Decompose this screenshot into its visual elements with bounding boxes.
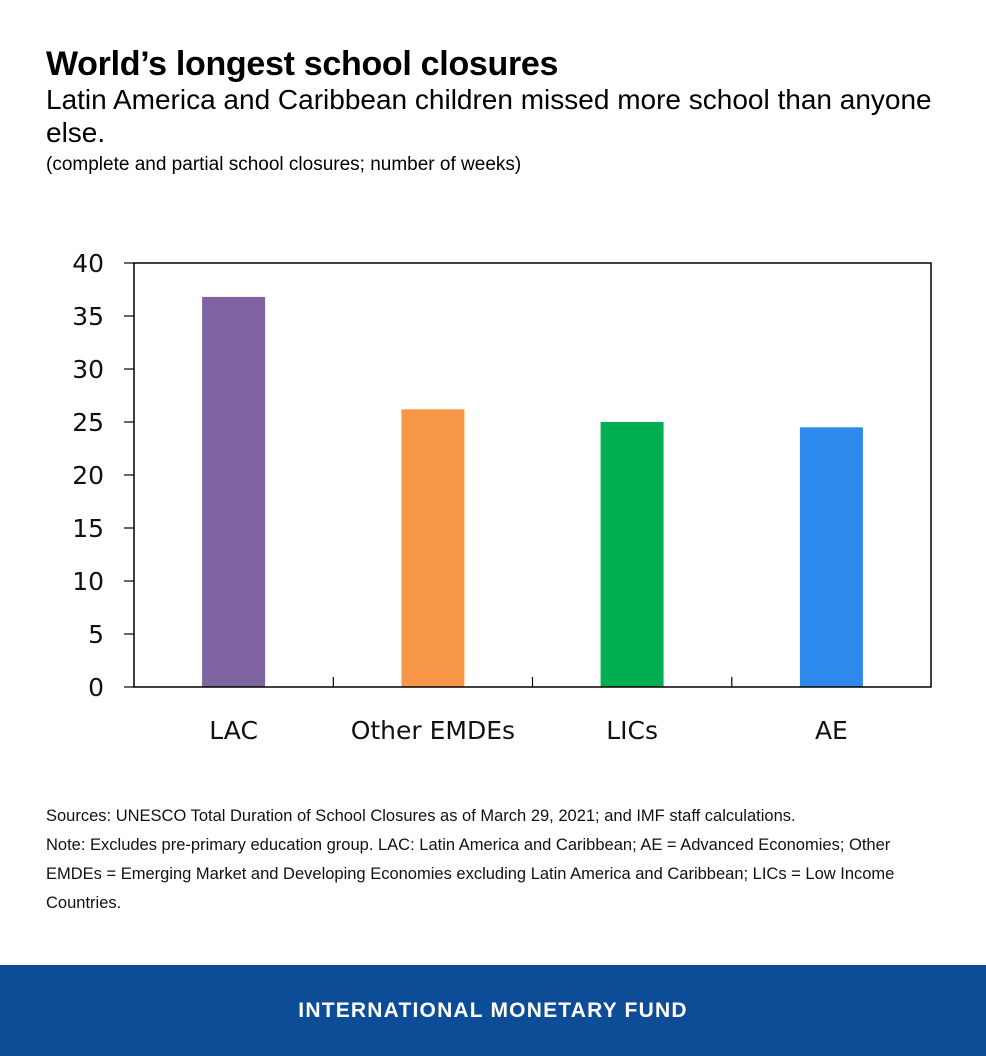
- bar-other-emdes: [401, 409, 465, 687]
- bar-ae: [799, 427, 863, 687]
- footnotes: Sources: UNESCO Total Duration of School…: [46, 802, 946, 918]
- y-tick-label: 15: [72, 514, 104, 543]
- x-tick-label: Other EMDEs: [351, 716, 515, 745]
- y-tick-label: 40: [72, 249, 104, 278]
- x-tick-label: LAC: [209, 716, 258, 745]
- chart-title: World’s longest school closures: [46, 45, 559, 83]
- x-tick-label: LICs: [606, 716, 658, 745]
- bar-chart: 0 5 10 15 20 25 30 35 40 LAC Other EMDEs LICs AE: [72, 249, 932, 745]
- x-tick-label: AE: [815, 716, 848, 745]
- bar-lac: [202, 296, 266, 687]
- y-tick-label: 30: [72, 355, 104, 384]
- chart-subtitle: Latin America and Caribbean children mis…: [46, 84, 932, 148]
- chart-units-note: (complete and partial school closures; n…: [46, 154, 522, 175]
- footer-label: INTERNATIONAL MONETARY FUND: [298, 998, 688, 1022]
- y-tick-label: 20: [72, 461, 104, 490]
- y-tick-label: 10: [72, 567, 104, 596]
- explanatory-note: Note: Excludes pre-primary education gro…: [46, 836, 895, 912]
- sources-note: Sources: UNESCO Total Duration of School…: [46, 807, 796, 825]
- footer-bar: INTERNATIONAL MONETARY FUND: [0, 965, 986, 1056]
- bar-lics: [600, 422, 664, 687]
- y-tick-label: 5: [88, 620, 104, 649]
- y-tick-label: 0: [88, 673, 104, 702]
- y-tick-label: 35: [72, 302, 104, 331]
- y-tick-label: 25: [72, 408, 104, 437]
